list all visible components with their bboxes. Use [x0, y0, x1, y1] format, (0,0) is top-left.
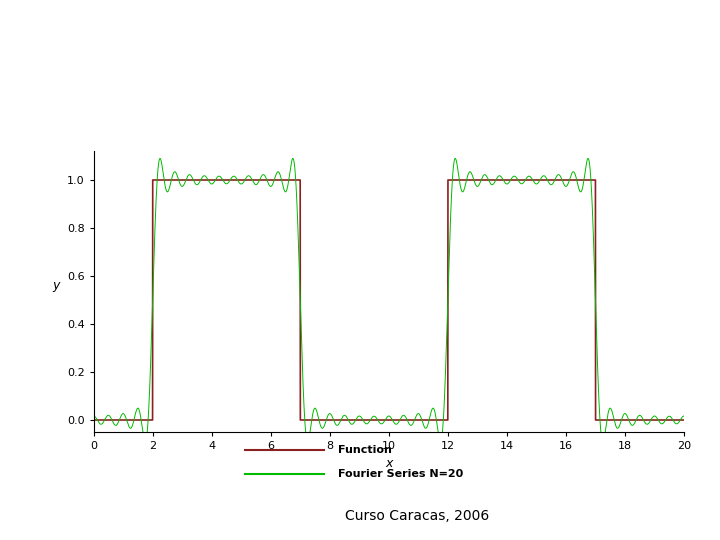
Function — [680, 417, 688, 423]
Fourier Series N=20 — [303, 438, 312, 445]
Fourier Series N=20 — [156, 155, 164, 161]
Function — [119, 417, 127, 423]
Line: Function: Function — [94, 180, 684, 420]
Function — [438, 417, 447, 423]
Function — [303, 417, 312, 423]
Function — [464, 177, 473, 183]
Text: C: C — [573, 22, 591, 46]
Fourier Series N=20 — [119, 410, 127, 417]
Function — [559, 177, 567, 183]
Fourier Series N=20 — [559, 179, 567, 185]
Text: Function: Function — [338, 444, 392, 455]
Text: FourierSeriesExample2: FourierSeriesExample2 — [14, 19, 411, 48]
Fourier Series N=20 — [527, 175, 536, 181]
Text: A: A — [628, 22, 647, 46]
Text: Fourier Series N=20: Fourier Series N=20 — [338, 469, 464, 479]
Function — [527, 177, 536, 183]
Line: Fourier Series N=20: Fourier Series N=20 — [94, 158, 684, 442]
Function — [89, 417, 98, 423]
Fourier Series N=20 — [464, 170, 473, 176]
Function — [148, 177, 157, 183]
Fourier Series N=20 — [141, 438, 150, 445]
Text: U: U — [683, 22, 703, 46]
Fourier Series N=20 — [89, 413, 98, 419]
X-axis label: x: x — [385, 457, 392, 470]
Text: Curso Caracas, 2006: Curso Caracas, 2006 — [346, 509, 490, 523]
Fourier Series N=20 — [438, 420, 447, 427]
Y-axis label: y: y — [52, 279, 59, 292]
Fourier Series N=20 — [680, 413, 688, 419]
